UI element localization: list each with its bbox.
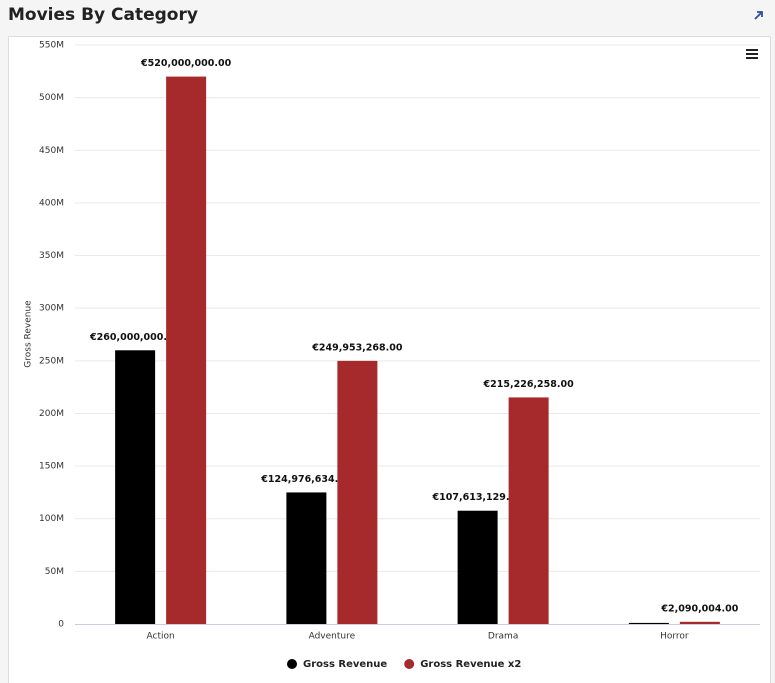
x-tick-label: Horror <box>660 632 689 642</box>
y-axis-title: Gross Revenue <box>24 300 34 368</box>
menu-icon[interactable] <box>746 49 758 59</box>
y-tick-label: 200M <box>39 409 64 419</box>
legend-marker <box>287 659 297 669</box>
value-label: €107,613,129.00 <box>432 492 524 503</box>
expand-icon[interactable] <box>754 11 763 20</box>
legend-label: Gross Revenue <box>303 659 387 670</box>
legend-label: Gross Revenue x2 <box>420 659 521 670</box>
y-tick-label: 100M <box>39 514 64 524</box>
x-tick-label: Drama <box>488 632 518 642</box>
bar <box>115 350 156 624</box>
bar <box>628 622 669 624</box>
y-tick-label: 150M <box>39 462 64 472</box>
y-tick-label: 0 <box>58 620 64 630</box>
bar <box>337 360 378 624</box>
value-label: €215,226,258.00 <box>483 379 575 390</box>
value-label: €2,090,004.00 <box>660 603 738 614</box>
bar <box>166 76 207 625</box>
value-label: €124,976,634.00 <box>260 474 352 485</box>
x-tick-label: Action <box>147 632 175 642</box>
y-tick-label: 350M <box>39 251 64 261</box>
bar <box>286 492 327 624</box>
value-label: €249,953,268.00 <box>311 342 403 353</box>
value-label: €520,000,000.00 <box>140 58 232 69</box>
bar <box>508 397 549 624</box>
bar <box>457 510 498 624</box>
widget-title: Movies By Category <box>8 5 198 25</box>
x-tick-label: Adventure <box>309 632 356 642</box>
y-tick-label: 250M <box>39 356 64 366</box>
value-label: €260,000,000.00 <box>89 332 181 343</box>
y-tick-label: 450M <box>39 146 64 156</box>
y-tick-label: 550M <box>39 41 64 51</box>
y-tick-label: 50M <box>45 567 64 577</box>
y-tick-label: 400M <box>39 198 64 208</box>
legend-marker <box>404 659 415 669</box>
y-tick-label: 500M <box>39 93 64 103</box>
y-tick-label: 300M <box>39 304 64 314</box>
bar <box>679 621 720 624</box>
